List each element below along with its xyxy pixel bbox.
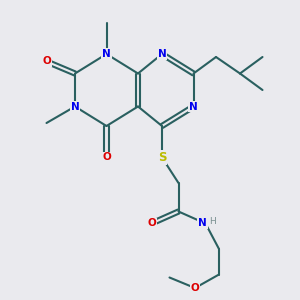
Text: O: O [147,218,156,229]
Text: N: N [70,101,80,112]
Text: N: N [189,101,198,112]
Text: N: N [102,49,111,59]
Text: N: N [158,49,166,59]
Text: H: H [210,218,216,226]
Text: O: O [42,56,51,67]
Text: O: O [102,152,111,163]
Text: S: S [158,151,166,164]
Text: N: N [198,218,207,229]
Text: O: O [190,283,200,293]
